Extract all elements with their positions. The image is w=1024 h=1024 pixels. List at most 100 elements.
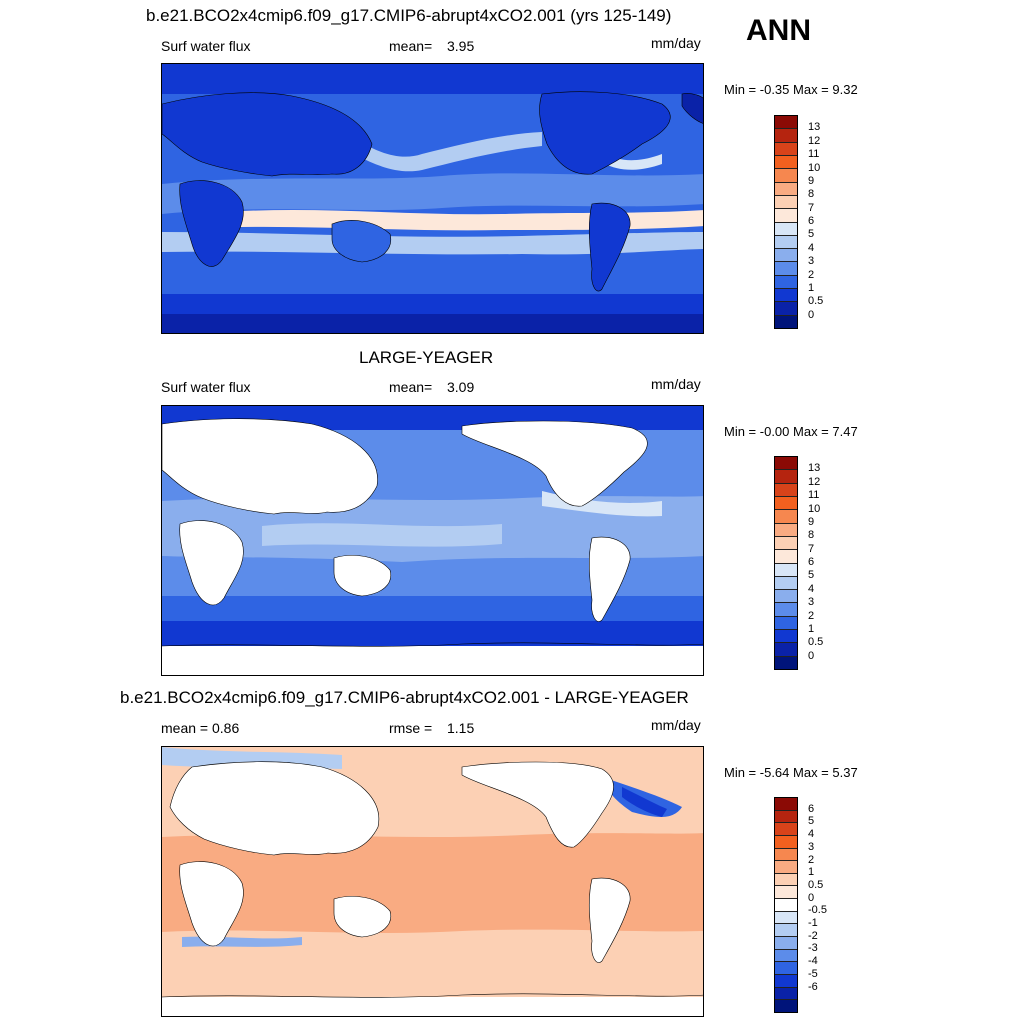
- colorbar-tick-label: -6: [808, 980, 818, 993]
- colorbar-segment: [775, 603, 797, 617]
- panel3-minmax: Min = -5.64 Max = 5.37: [724, 765, 858, 780]
- colorbar-segment: [775, 550, 797, 564]
- panel2-variable-label: Surf water flux: [161, 379, 251, 395]
- colorbar-segment: [775, 302, 797, 316]
- colorbar-tick-label: 6: [808, 556, 815, 568]
- colorbar-tick-label: 12: [808, 475, 821, 488]
- colorbar-segment: [775, 249, 797, 263]
- colorbar-segment: [775, 496, 797, 511]
- colorbar-tick-label: -5: [808, 967, 818, 980]
- colorbar-tick-label: 7: [808, 542, 815, 555]
- colorbar-segment: [775, 523, 797, 537]
- colorbar-tick-label: 1: [808, 281, 815, 294]
- colorbar-tick-label: -0.5: [808, 904, 827, 917]
- colorbar-segment: [775, 142, 797, 156]
- colorbar-tick-label: 1: [808, 866, 815, 879]
- panel3-mean-label: mean = 0.86: [161, 720, 240, 736]
- colorbar-tick-label: 2: [808, 853, 815, 866]
- colorbar-segment: [775, 886, 797, 900]
- colorbar-tick-label: 11: [808, 489, 820, 502]
- colorbar-segment: [775, 643, 797, 657]
- colorbar-tick-label: 9: [808, 174, 815, 187]
- panel1-mean-label: mean=: [389, 38, 433, 54]
- colorbar-tick-label: 6: [808, 215, 815, 227]
- colorbar-segment: [775, 974, 797, 988]
- colorbar-tick-label: 10: [808, 161, 821, 174]
- colorbar-tick-label: 12: [808, 134, 821, 147]
- colorbar-segment: [775, 510, 797, 524]
- colorbar-segment: [775, 262, 797, 276]
- colorbar-segment: [775, 182, 797, 196]
- colorbar-segment: [775, 835, 797, 849]
- colorbar-segment: [775, 848, 797, 862]
- colorbar-tick-label: 11: [808, 148, 820, 161]
- colorbar-tick-label: 3: [808, 840, 815, 853]
- colorbar-tick-label: 2: [808, 609, 815, 622]
- colorbar-tick-label: 1: [808, 622, 815, 635]
- colorbar-tick-label: 4: [808, 582, 815, 595]
- colorbar-segment: [775, 798, 797, 811]
- panel3-title: b.e21.BCO2x4cmip6.f09_g17.CMIP6-abrupt4x…: [120, 688, 689, 707]
- colorbar-segment: [775, 222, 797, 236]
- panel2-map: [161, 405, 704, 676]
- colorbar-segment: [775, 129, 797, 143]
- colorbar-segment: [775, 590, 797, 604]
- colorbar-tick-label: 5: [808, 815, 815, 828]
- colorbar-tick-label: 0.5: [808, 295, 824, 308]
- colorbar-segment: [775, 810, 797, 824]
- colorbar-segment: [775, 823, 797, 836]
- panel3-rmse-label: rmse =: [389, 720, 433, 736]
- colorbar-tick-label: 5: [808, 228, 815, 241]
- colorbar-tick-label: 5: [808, 569, 815, 582]
- colorbar-segment: [775, 1000, 797, 1012]
- panel2-title: LARGE-YEAGER: [359, 348, 494, 367]
- panel3-rmse-value: 1.15: [447, 720, 475, 736]
- colorbar-segment: [775, 873, 797, 887]
- colorbar-segment: [775, 861, 797, 874]
- colorbar-segment: [775, 209, 797, 223]
- colorbar-segment: [775, 235, 797, 250]
- colorbar-segment: [775, 470, 797, 484]
- colorbar-segment: [775, 275, 797, 290]
- colorbar-tick-label: 0.5: [808, 636, 824, 649]
- colorbar-segment: [775, 195, 797, 210]
- panel3-colorbar: [774, 797, 798, 1013]
- colorbar-segment: [775, 962, 797, 975]
- panel2-colorbar: [774, 456, 798, 670]
- panel2-minmax: Min = -0.00 Max = 7.47: [724, 424, 858, 439]
- colorbar-segment: [775, 656, 797, 669]
- colorbar-tick-label: 13: [808, 121, 821, 134]
- colorbar-segment: [775, 563, 797, 577]
- colorbar-tick-label: 7: [808, 201, 815, 214]
- colorbar-tick-label: -2: [808, 929, 818, 942]
- panel2-mean-label: mean=: [389, 379, 433, 395]
- colorbar-segment: [775, 457, 797, 471]
- colorbar-tick-label: 8: [808, 188, 815, 201]
- colorbar-segment: [775, 315, 797, 328]
- colorbar-segment: [775, 483, 797, 497]
- colorbar-tick-label: 6: [808, 802, 815, 815]
- colorbar-tick-label: 0: [808, 308, 815, 321]
- colorbar-tick-label: 13: [808, 462, 821, 475]
- panel1-colorbar: [774, 115, 798, 329]
- colorbar-tick-label: 9: [808, 515, 815, 528]
- colorbar-segment: [775, 155, 797, 170]
- colorbar-segment: [775, 116, 797, 130]
- colorbar-segment: [775, 630, 797, 644]
- colorbar-segment: [775, 924, 797, 938]
- colorbar-segment: [775, 289, 797, 303]
- panel2-units: mm/day: [651, 376, 701, 392]
- colorbar-tick-label: 2: [808, 268, 815, 281]
- colorbar-segment: [775, 576, 797, 591]
- colorbar-segment: [775, 949, 797, 963]
- colorbar-tick-label: -4: [808, 955, 818, 968]
- panel3-map: [161, 746, 704, 1017]
- panel1-minmax: Min = -0.35 Max = 9.32: [724, 82, 858, 97]
- panel1-units: mm/day: [651, 35, 701, 51]
- panel1-variable-label: Surf water flux: [161, 38, 251, 54]
- colorbar-segment: [775, 536, 797, 551]
- colorbar-segment: [775, 899, 797, 912]
- colorbar-tick-label: 0.5: [808, 878, 824, 891]
- colorbar-tick-label: 8: [808, 529, 815, 542]
- colorbar-segment: [775, 937, 797, 950]
